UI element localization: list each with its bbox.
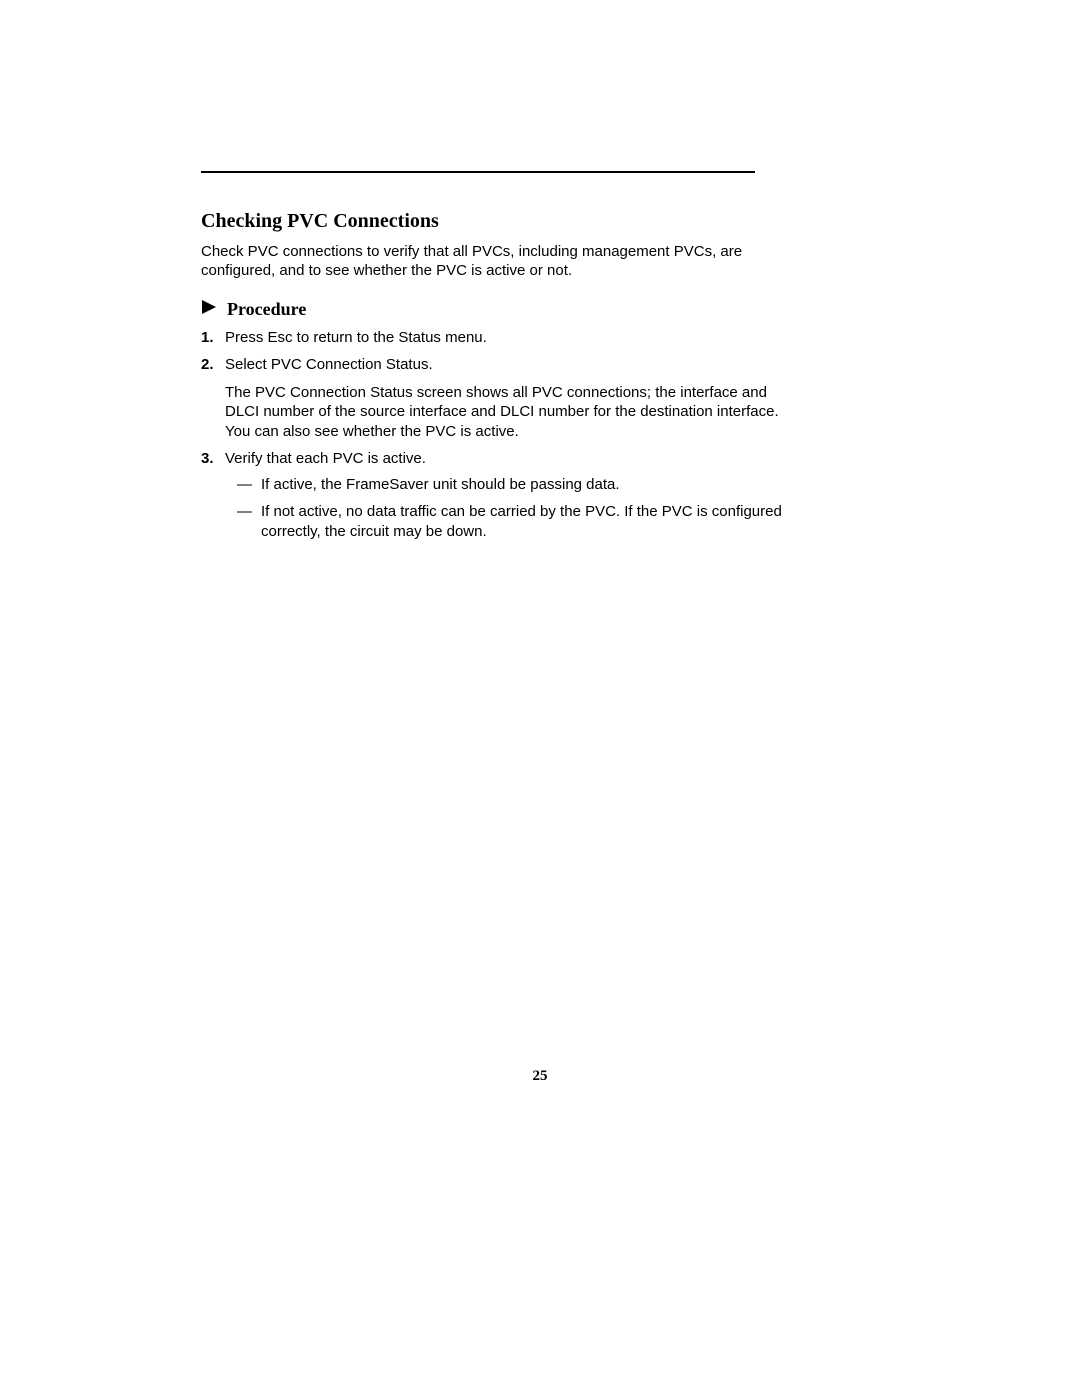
procedure-label: Procedure (227, 299, 306, 320)
content-block: Checking PVC Connections Check PVC conne… (201, 210, 801, 549)
step-detail: The PVC Connection Status screen shows a… (225, 383, 801, 442)
section-title: Checking PVC Connections (201, 210, 801, 233)
step-text: Verify that each PVC is active. (225, 450, 426, 467)
list-item: Verify that each PVC is active. — If act… (201, 449, 801, 541)
procedure-heading: Procedure (201, 299, 801, 320)
list-item: Select PVC Connection Status. The PVC Co… (201, 355, 801, 441)
step-text: Select PVC Connection Status. (225, 356, 433, 373)
document-page: Checking PVC Connections Check PVC conne… (0, 0, 1080, 1397)
dash-icon: — (237, 502, 252, 522)
section-intro: Check PVC connections to verify that all… (201, 243, 801, 281)
step-text: Press Esc to return to the Status menu. (225, 329, 487, 346)
triangle-right-icon (201, 299, 217, 320)
list-item: — If not active, no data traffic can be … (225, 502, 801, 541)
procedure-steps: Press Esc to return to the Status menu. … (201, 328, 801, 542)
step-sublist: — If active, the FrameSaver unit should … (225, 475, 801, 542)
subitem-text: If not active, no data traffic can be ca… (261, 503, 782, 540)
subitem-text: If active, the FrameSaver unit should be… (261, 476, 620, 493)
list-item: Press Esc to return to the Status menu. (201, 328, 801, 348)
list-item: — If active, the FrameSaver unit should … (225, 475, 801, 495)
page-number: 25 (0, 1068, 1080, 1085)
dash-icon: — (237, 475, 252, 495)
top-rule (201, 171, 755, 173)
